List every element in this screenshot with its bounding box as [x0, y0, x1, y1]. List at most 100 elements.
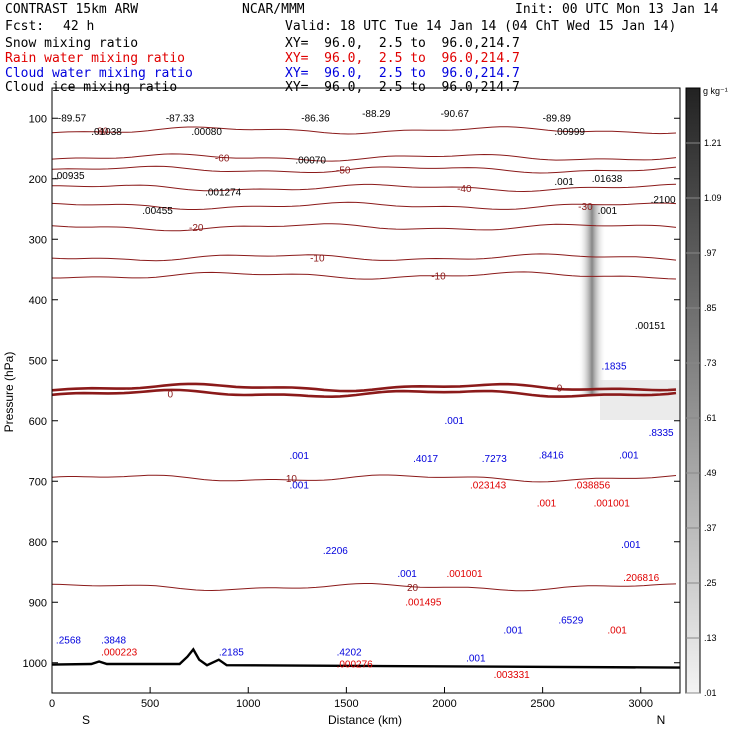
extremum-label: .001	[554, 177, 574, 188]
colorbar-tick-label: .49	[704, 468, 717, 478]
contour-label: -30	[578, 202, 593, 213]
extremum-label: .206816	[623, 573, 660, 584]
field-cloudwater-name: Cloud water mixing ratio	[5, 66, 193, 81]
plot-frame	[51, 87, 681, 694]
contour-label: -50	[336, 166, 351, 177]
cloud-ice-shading	[578, 205, 606, 395]
colorbar-tick-label: .85	[704, 303, 717, 313]
y-axis-label: Pressure (hPa)	[2, 352, 16, 433]
x-axis-label: Distance (km)	[328, 713, 402, 727]
contour-label: 20	[407, 583, 419, 594]
colorbar-tick-label: .61	[704, 413, 717, 423]
extremum-label: .001	[607, 626, 627, 637]
extremum-label: -89.89	[543, 113, 572, 124]
colorbar-tick-label: 1.21	[704, 138, 722, 148]
extremum-label: .7273	[482, 454, 507, 465]
extremum-label: .01638	[592, 174, 623, 185]
x-tick-label: 3000	[629, 698, 653, 710]
temperature-contour	[51, 126, 677, 135]
extremum-label: .8416	[539, 450, 564, 461]
end-label-south: S	[82, 713, 90, 727]
extremum-label: -89.57	[58, 113, 87, 124]
colorbar-unit: g kg⁻¹	[703, 86, 728, 96]
extremum-label: -87.33	[166, 113, 195, 124]
temperature-contour	[51, 583, 677, 592]
temperature-contour	[51, 201, 677, 210]
extremum-label: .001	[445, 416, 465, 427]
extremum-label: .00935	[54, 171, 85, 182]
contour-label: -40	[457, 184, 472, 195]
y-tick-label: 1000	[23, 658, 47, 670]
cloud-ice-shading-lower	[600, 380, 680, 420]
y-tick-label: 700	[29, 476, 47, 488]
colorbar-scale	[685, 87, 701, 694]
extremum-label: .00070	[295, 156, 326, 167]
colorbar-tick-label: .73	[704, 358, 717, 368]
y-tick-label: 900	[29, 597, 47, 609]
extremum-label: .00151	[635, 321, 666, 332]
extremum-label: .001	[289, 451, 309, 462]
extremum-label: .00080	[191, 127, 222, 138]
x-tick-label: 0	[49, 698, 55, 710]
fcst-label: Fcst:	[5, 19, 45, 34]
extremum-label: -90.67	[441, 109, 470, 120]
extremum-label: .2100	[651, 195, 676, 206]
field-cloudwater-xy: XY= 96.0, 2.5 to 96.0,214.7	[285, 66, 520, 81]
extremum-label: .3848	[101, 635, 126, 646]
surface-pressure-line	[51, 647, 681, 669]
extremum-label: .00455	[142, 206, 173, 217]
temperature-contour	[51, 183, 677, 193]
extremum-label: .001	[289, 481, 309, 492]
extremum-label: .001	[619, 450, 639, 461]
x-tick-label: 2000	[432, 698, 456, 710]
extremum-label: .2185	[219, 647, 244, 658]
valid-time: Valid: 18 UTC Tue 14 Jan 14 (04 ChT Wed …	[285, 19, 677, 34]
field-rain-xy: XY= 96.0, 2.5 to 96.0,214.7	[285, 51, 520, 66]
temperature-contour	[51, 165, 677, 174]
fcst-value: 42 h	[63, 19, 95, 34]
extremum-label: .001001	[594, 499, 631, 510]
contour-label: -10	[310, 253, 325, 264]
colorbar-tick-label: .01	[704, 688, 717, 698]
y-tick-label: 500	[29, 355, 47, 367]
extremum-label: .001274	[205, 188, 242, 199]
temperature-contour	[51, 474, 677, 483]
x-tick-label: 500	[141, 698, 159, 710]
extremum-label: .001001	[446, 569, 483, 580]
extremum-label: .001495	[405, 597, 442, 608]
y-tick-label: 300	[29, 234, 47, 246]
field-snow-xy: XY= 96.0, 2.5 to 96.0,214.7	[285, 36, 520, 51]
colorbar-tick-label: .37	[704, 523, 717, 533]
org-label: NCAR/MMM	[242, 2, 305, 17]
x-tick-label: 1500	[334, 698, 358, 710]
contour-label: 10	[286, 474, 298, 485]
temperature-contour	[51, 388, 677, 399]
extremum-label: .000223	[101, 647, 138, 658]
temperature-contour	[51, 253, 677, 262]
extremum-label: .001	[537, 499, 557, 510]
colorbar-tick-label: .13	[704, 633, 717, 643]
end-label-north: N	[657, 713, 666, 727]
extremum-label: .001	[503, 626, 523, 637]
extremum-label: .023143	[470, 481, 507, 492]
extremum-label: .6529	[558, 615, 583, 626]
extremum-label: .01038	[91, 127, 122, 138]
extremum-label: .4017	[413, 454, 438, 465]
init-time: Init: 00 UTC Mon 13 Jan 14	[515, 2, 719, 17]
extremum-label: .00999	[554, 127, 585, 138]
temperature-contour	[51, 153, 677, 162]
y-tick-label: 800	[29, 537, 47, 549]
colorbar-tick-label: .25	[704, 578, 717, 588]
extremum-label: .2206	[323, 546, 348, 557]
temperature-contour	[51, 223, 677, 232]
y-tick-label: 100	[29, 113, 47, 125]
x-tick-label: 1000	[236, 698, 260, 710]
extremum-label: -86.36	[301, 113, 330, 124]
contour-label: 0	[557, 383, 563, 394]
contour-label: -60	[215, 154, 230, 165]
temperature-contour	[51, 382, 677, 393]
contour-label: 0	[168, 390, 174, 401]
x-tick-label: 2500	[530, 698, 554, 710]
model-title: CONTRAST 15km ARW	[5, 2, 139, 17]
contour-label: -10	[431, 272, 446, 283]
